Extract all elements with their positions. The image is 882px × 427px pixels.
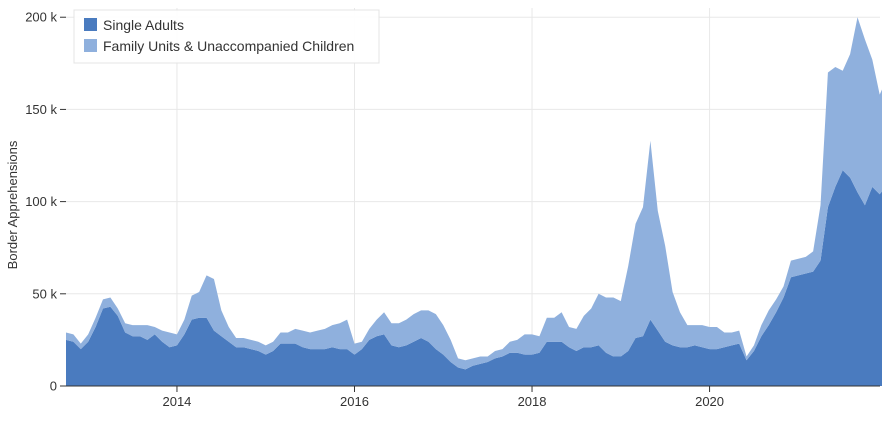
legend: Single Adults Family Units & Unaccompani… (73, 9, 380, 64)
legend-swatch-family-units (84, 39, 97, 52)
x-tick-label: 2018 (518, 394, 547, 409)
y-tick-label: 0 (50, 379, 57, 394)
y-axis-ticks: 0 50 k 100 k 150 k 200 k (25, 10, 66, 394)
x-axis-ticks: 2014 2016 2018 2020 (162, 386, 724, 409)
x-tick-label: 2020 (695, 394, 724, 409)
y-axis-title: Border Apprehensions (5, 140, 20, 269)
area-series (66, 17, 882, 386)
y-tick-label: 150 k (25, 102, 57, 117)
y-tick-label: 100 k (25, 194, 57, 209)
x-tick-label: 2014 (162, 394, 191, 409)
y-tick-label: 50 k (32, 286, 57, 301)
legend-label-family-units: Family Units & Unaccompanied Children (103, 38, 354, 54)
area-family-units-unaccompanied-children (66, 17, 882, 370)
area-single-adults (66, 170, 882, 386)
x-tick-label: 2016 (340, 394, 369, 409)
legend-label-single-adults: Single Adults (103, 17, 184, 33)
y-tick-label: 200 k (25, 10, 57, 25)
legend-box (73, 9, 380, 64)
legend-swatch-single-adults (84, 18, 97, 31)
